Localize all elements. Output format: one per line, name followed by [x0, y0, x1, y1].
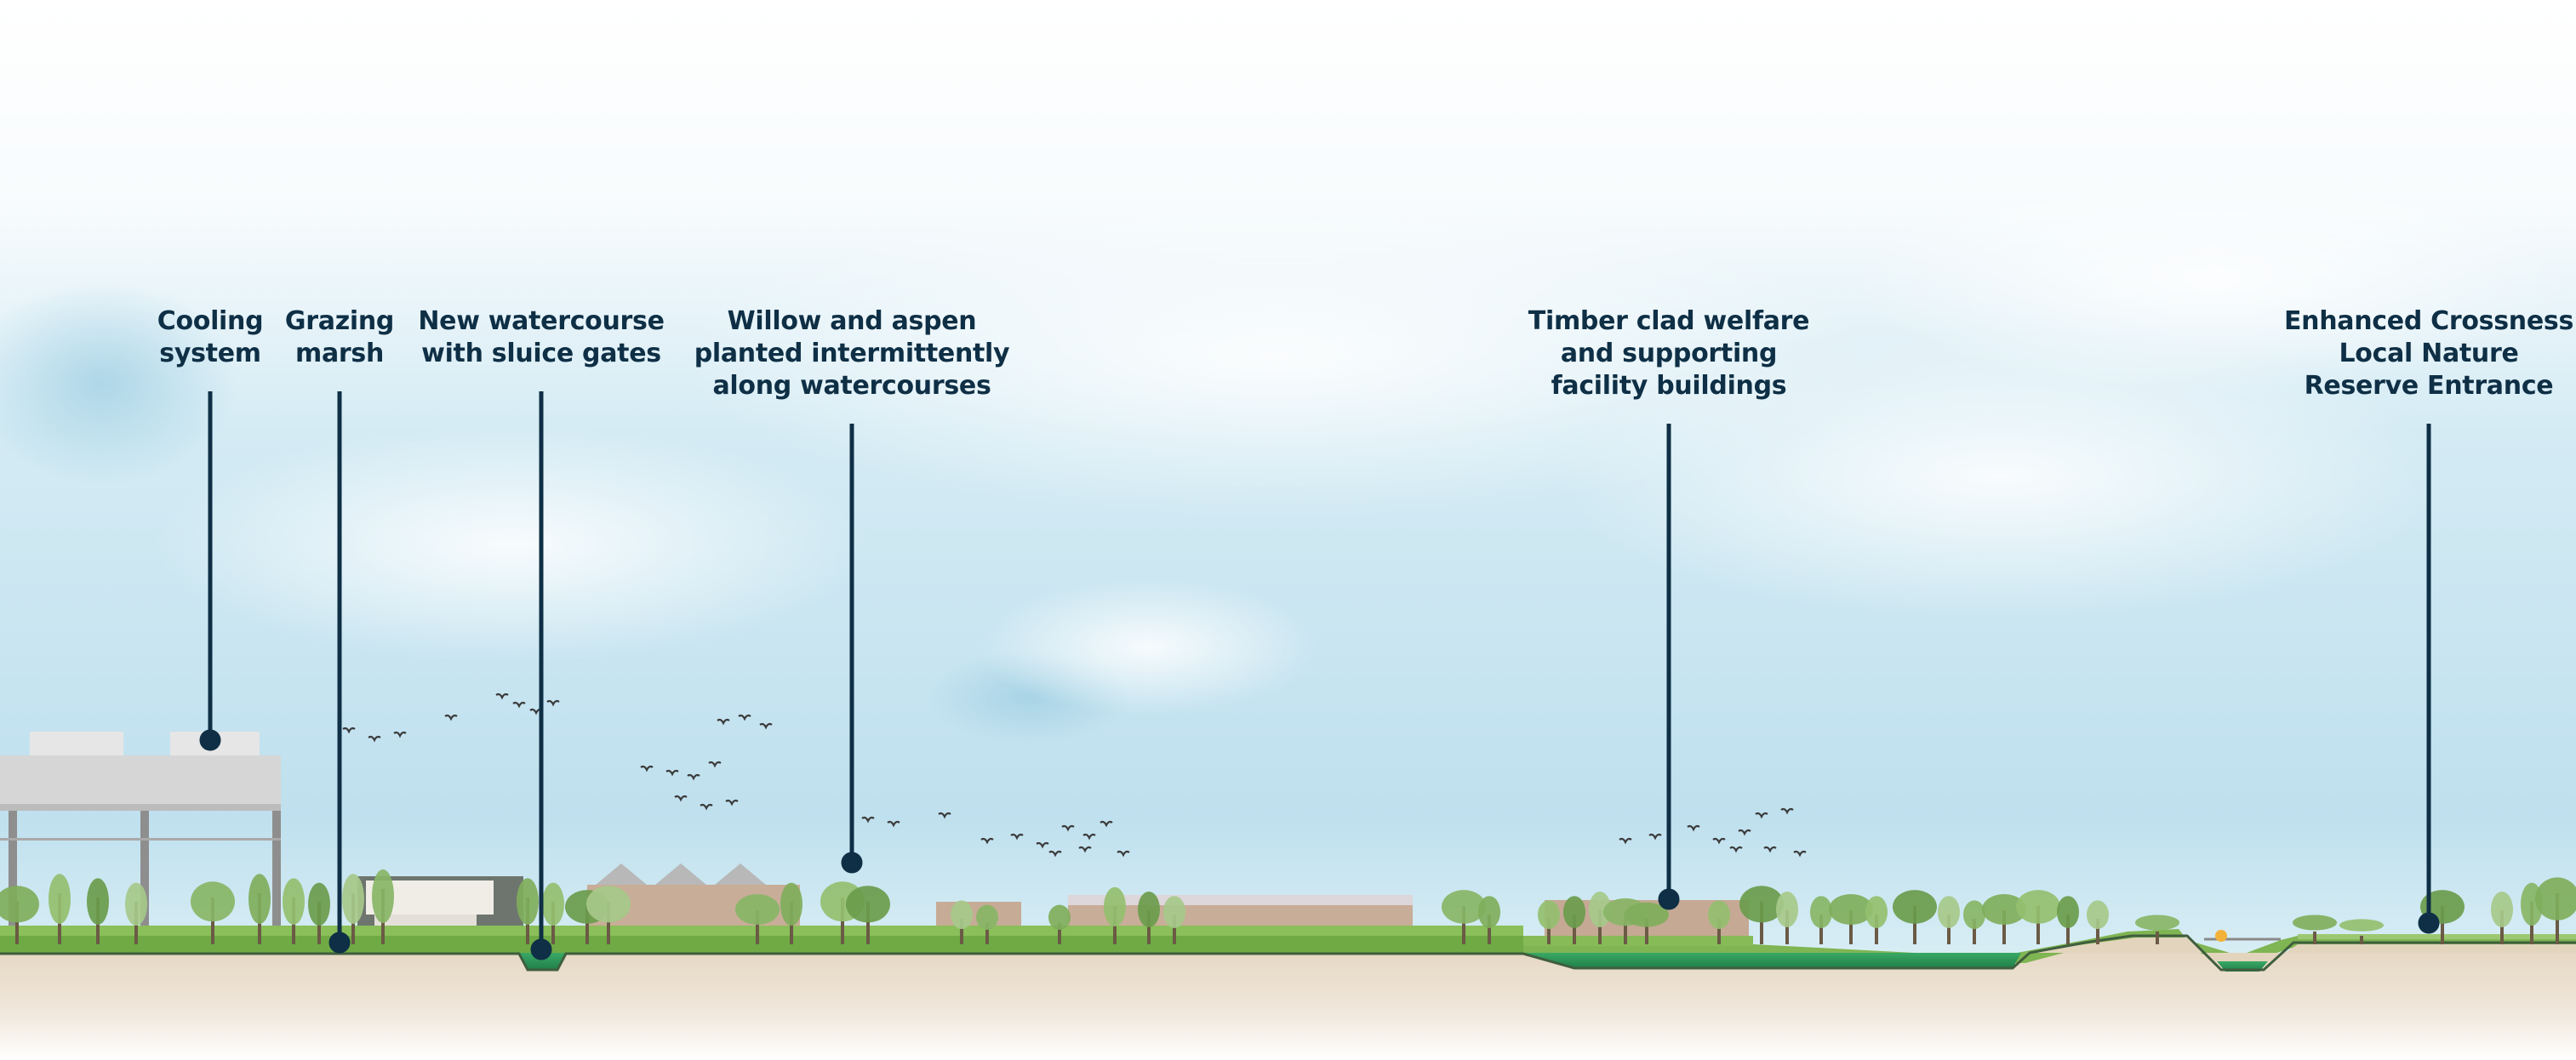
callout-line: and supporting [1560, 339, 1778, 368]
callout-crossness-entrance: Enhanced Crossness Local Nature Reserve … [2284, 305, 2573, 402]
reserve-marker [2215, 930, 2227, 942]
callout-new-watercourse: New watercourse with sluice gates [418, 305, 665, 370]
callout-line: system [159, 339, 261, 368]
callout-line: Local Nature [2339, 339, 2519, 368]
callout-line: facility buildings [1551, 371, 1787, 401]
callout-line: Grazing [284, 306, 395, 336]
leader-dot-willow-aspen [841, 852, 863, 874]
callout-line: along watercourses [712, 371, 991, 401]
callout-timber-clad: Timber clad welfare and supporting facil… [1528, 305, 1810, 402]
trees [0, 869, 2576, 944]
ground-section [0, 953, 2576, 1060]
callout-line: marsh [294, 339, 385, 368]
callout-line: planted intermittently [694, 339, 1010, 368]
callout-grazing-marsh: Grazing marsh [285, 305, 394, 370]
callout-line: Willow and aspen [727, 306, 977, 336]
callout-line: Timber clad welfare [1528, 306, 1810, 336]
new-watercourse-channel [519, 953, 566, 970]
leader-dot-crossness-entrance [2418, 912, 2440, 934]
callout-line: Enhanced Crossness [2283, 306, 2574, 336]
callout-line: with sluice gates [421, 339, 661, 368]
callout-willow-aspen: Willow and aspen planted intermittently … [694, 305, 1010, 402]
leader-dot-new-watercourse [530, 938, 552, 960]
callout-line: New watercourse [418, 306, 665, 336]
ground-line [0, 934, 2576, 972]
leader-dot-cooling-system [199, 729, 221, 751]
leader-dot-grazing-marsh [328, 932, 351, 954]
wetland-channel [1523, 953, 2021, 968]
clouds [0, 170, 2570, 744]
callout-cooling-system: Cooling system [157, 305, 264, 370]
watercourses [519, 930, 2576, 972]
birds [342, 692, 1807, 858]
callout-line: Cooling [157, 306, 264, 336]
leader-lines [199, 391, 2440, 960]
leader-dot-timber-clad [1658, 888, 1680, 910]
callout-line: Reserve Entrance [2304, 371, 2554, 401]
